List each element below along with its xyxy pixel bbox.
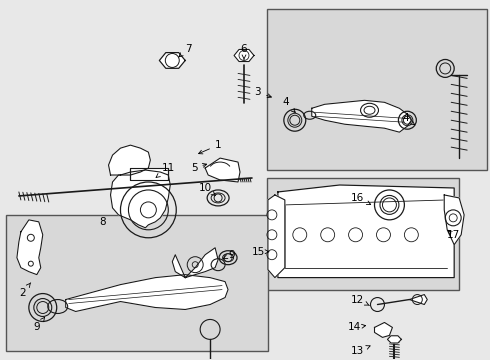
Polygon shape xyxy=(17,220,43,275)
Polygon shape xyxy=(234,49,254,62)
Polygon shape xyxy=(278,185,454,278)
Text: 9: 9 xyxy=(33,317,45,332)
Text: 6: 6 xyxy=(241,44,247,59)
Text: 2: 2 xyxy=(20,283,31,298)
Text: 7: 7 xyxy=(179,44,192,57)
Polygon shape xyxy=(374,323,392,337)
Polygon shape xyxy=(205,158,240,182)
Bar xyxy=(267,178,459,289)
Bar xyxy=(267,9,487,170)
Text: 3: 3 xyxy=(255,87,271,98)
Text: 15: 15 xyxy=(251,247,269,257)
Polygon shape xyxy=(444,195,464,245)
Polygon shape xyxy=(312,100,412,132)
Text: 4: 4 xyxy=(283,97,295,113)
Text: 11: 11 xyxy=(156,163,175,177)
Text: 8: 8 xyxy=(99,217,106,227)
Text: 10: 10 xyxy=(198,183,216,195)
Text: 12: 12 xyxy=(351,294,369,306)
Bar xyxy=(130,168,168,180)
Polygon shape xyxy=(409,294,427,305)
Polygon shape xyxy=(268,195,285,278)
Polygon shape xyxy=(108,145,150,175)
Text: 1: 1 xyxy=(198,140,221,154)
Polygon shape xyxy=(66,275,228,311)
Text: 16: 16 xyxy=(351,193,370,204)
Text: 14: 14 xyxy=(348,323,366,332)
Text: 13: 13 xyxy=(351,346,370,356)
Bar xyxy=(6,215,268,351)
Polygon shape xyxy=(111,170,171,228)
Text: 4: 4 xyxy=(402,113,415,125)
Polygon shape xyxy=(388,336,401,343)
Polygon shape xyxy=(172,248,218,278)
Text: 17: 17 xyxy=(446,230,460,240)
Text: 5: 5 xyxy=(191,163,207,173)
Text: 9: 9 xyxy=(223,250,235,260)
Polygon shape xyxy=(159,53,185,68)
